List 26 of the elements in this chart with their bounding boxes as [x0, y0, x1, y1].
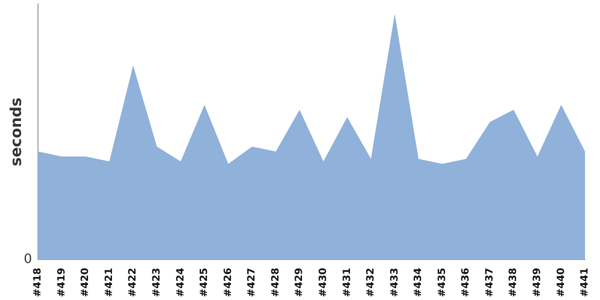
text: 0 — [24, 252, 32, 268]
x-tick-label: #423 — [152, 268, 163, 298]
x-tick-label: #429 — [294, 268, 306, 298]
x-tick-label: #420 — [80, 268, 92, 298]
x-tick-label: #440 — [556, 268, 567, 298]
x-tick-label: #441 — [580, 268, 591, 298]
x-tick-label: #439 — [532, 268, 544, 298]
x-tick-label: #437 — [484, 268, 496, 298]
x-tick-label: #428 — [270, 268, 282, 298]
x-tick-label: #435 — [436, 268, 448, 298]
x-tick-label: #426 — [222, 268, 234, 298]
x-tick-label: #432 — [366, 268, 377, 298]
y-axis-title: seconds — [6, 97, 25, 166]
x-tick-label: #438 — [508, 268, 520, 298]
x-tick-label: #425 — [199, 268, 210, 298]
x-tick-label: #422 — [128, 268, 139, 298]
x-tick-label: #424 — [175, 268, 186, 298]
x-tick-label: #418 — [32, 268, 44, 298]
x-tick-label: #431 — [342, 268, 353, 298]
x-tick-label: #419 — [56, 268, 68, 298]
x-tick-label: #430 — [318, 268, 329, 298]
x-tick-label: #421 — [104, 268, 115, 298]
x-tick-label: #433 — [389, 268, 400, 298]
x-tick-label: #436 — [460, 268, 472, 298]
x-tick-label: #427 — [246, 268, 258, 298]
x-tick-label: #434 — [413, 268, 424, 298]
